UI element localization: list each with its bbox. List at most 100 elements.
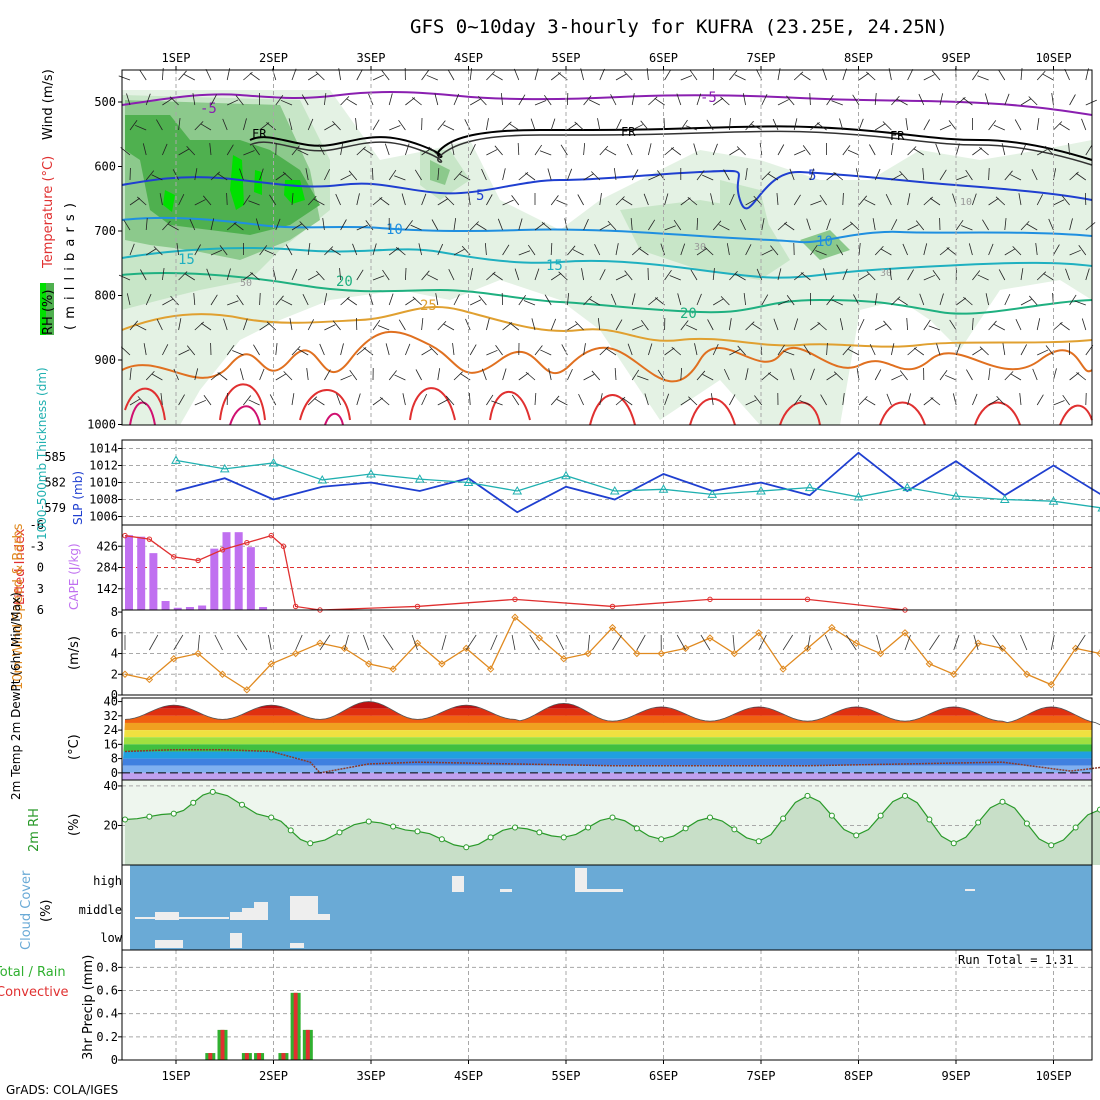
wind-barb (145, 370, 155, 381)
wind-barb (453, 218, 457, 231)
wind-barb (209, 143, 212, 156)
wind-barb (494, 145, 503, 156)
wind-barb (421, 270, 430, 281)
wind-barb (751, 323, 763, 331)
wind-barb (558, 271, 568, 281)
wind-barb (518, 294, 527, 306)
rh-tick-label: 40 (104, 779, 118, 793)
wind-barb (1069, 94, 1076, 106)
wind-barb (689, 69, 698, 81)
wind-barb (556, 399, 568, 406)
isotherm-fr (249, 125, 1093, 161)
cape-tick-label: 284 (96, 561, 118, 575)
wind-barb (437, 168, 440, 181)
contour-label: -5 (200, 101, 217, 117)
wind-barb (982, 219, 989, 231)
wind-barb (680, 320, 689, 331)
wind-barb (631, 369, 640, 381)
wind-barb (1036, 194, 1044, 206)
wind-barb (453, 170, 463, 181)
wind-barb (786, 95, 795, 106)
precip-tick-label: 0.4 (96, 1007, 118, 1021)
wind-barb (693, 143, 698, 156)
wind-speed-point (413, 639, 422, 647)
thickness-point (707, 489, 718, 498)
wind-speed-point (291, 649, 300, 658)
wind-barb (907, 69, 914, 81)
wind-barb (928, 325, 941, 331)
cloud-axis-label: Cloud Cover (19, 870, 34, 950)
contour-label: 10 (960, 197, 972, 208)
wind-barb (939, 370, 948, 381)
wind-barb (162, 98, 173, 106)
surface-wind-barb (465, 634, 477, 651)
wind-barb (858, 195, 868, 206)
wind-barb (723, 169, 730, 181)
thickness-point (414, 474, 425, 483)
wind-barb (984, 93, 989, 106)
wind-barb (186, 345, 196, 356)
wind-barb (377, 325, 390, 331)
wind-barb (905, 118, 908, 131)
date-tick-label: 9SEP (942, 51, 971, 65)
upper-wind-barbs (118, 67, 1097, 406)
wind-barb (756, 268, 763, 281)
wind-barb (153, 246, 163, 256)
wind-barb (615, 319, 623, 331)
wind-barb (985, 293, 989, 306)
wind-barb (239, 168, 244, 181)
wind-barb (777, 144, 785, 156)
wind-barb (742, 93, 746, 106)
precip-convective-bar (220, 1029, 225, 1060)
wind-barb (170, 295, 179, 306)
wind-barb (826, 343, 828, 356)
rh-point (1072, 824, 1079, 831)
wind-barb (680, 119, 688, 131)
wind-barb (773, 318, 779, 331)
wind-barb (346, 98, 358, 106)
wind-barb (159, 193, 163, 206)
wind-barb (621, 198, 633, 206)
wind-barb (952, 393, 957, 406)
wind-barb (632, 324, 644, 331)
pressure-tick-label: 1000 (87, 418, 116, 432)
rh-point (975, 819, 982, 826)
lifted-index-point (171, 554, 177, 560)
thickness-point (463, 477, 474, 486)
wind-barb (518, 250, 531, 256)
wind-barb (578, 393, 584, 406)
wind-barb (939, 293, 944, 306)
wind-barb (508, 122, 520, 131)
wind-barb (874, 293, 878, 306)
wind-barb (664, 225, 676, 231)
wind-barb (486, 71, 496, 81)
temp2m-unit-label: (°C) (67, 734, 82, 760)
surface-wind-barb (197, 634, 200, 651)
wind-barb (219, 245, 228, 256)
wind-barb (226, 268, 231, 281)
thickness-point (804, 482, 815, 492)
wind-barb (615, 119, 622, 131)
wind-speed-point (121, 670, 129, 678)
wind-barb (891, 173, 903, 181)
wind-barb (355, 118, 358, 131)
wind-barb (839, 318, 844, 331)
wind-barb (874, 93, 877, 106)
wind-barb (250, 271, 260, 281)
wind-barb (955, 143, 960, 156)
wind-barb (249, 72, 260, 81)
wind-barb (810, 244, 818, 256)
wind-barb (530, 118, 536, 131)
cape-bar (125, 535, 133, 610)
wind-barb (275, 172, 286, 181)
rh-point (609, 814, 616, 821)
wind-barb (826, 172, 837, 181)
wind-barb (687, 196, 698, 206)
wind-barb (761, 94, 768, 106)
wind-barb (663, 117, 665, 131)
lifted-index-line (124, 534, 906, 611)
isotherm-fr-b (249, 130, 1093, 166)
cape-bar (234, 532, 243, 610)
wind-barb (421, 193, 427, 206)
wind-barb (437, 399, 449, 406)
